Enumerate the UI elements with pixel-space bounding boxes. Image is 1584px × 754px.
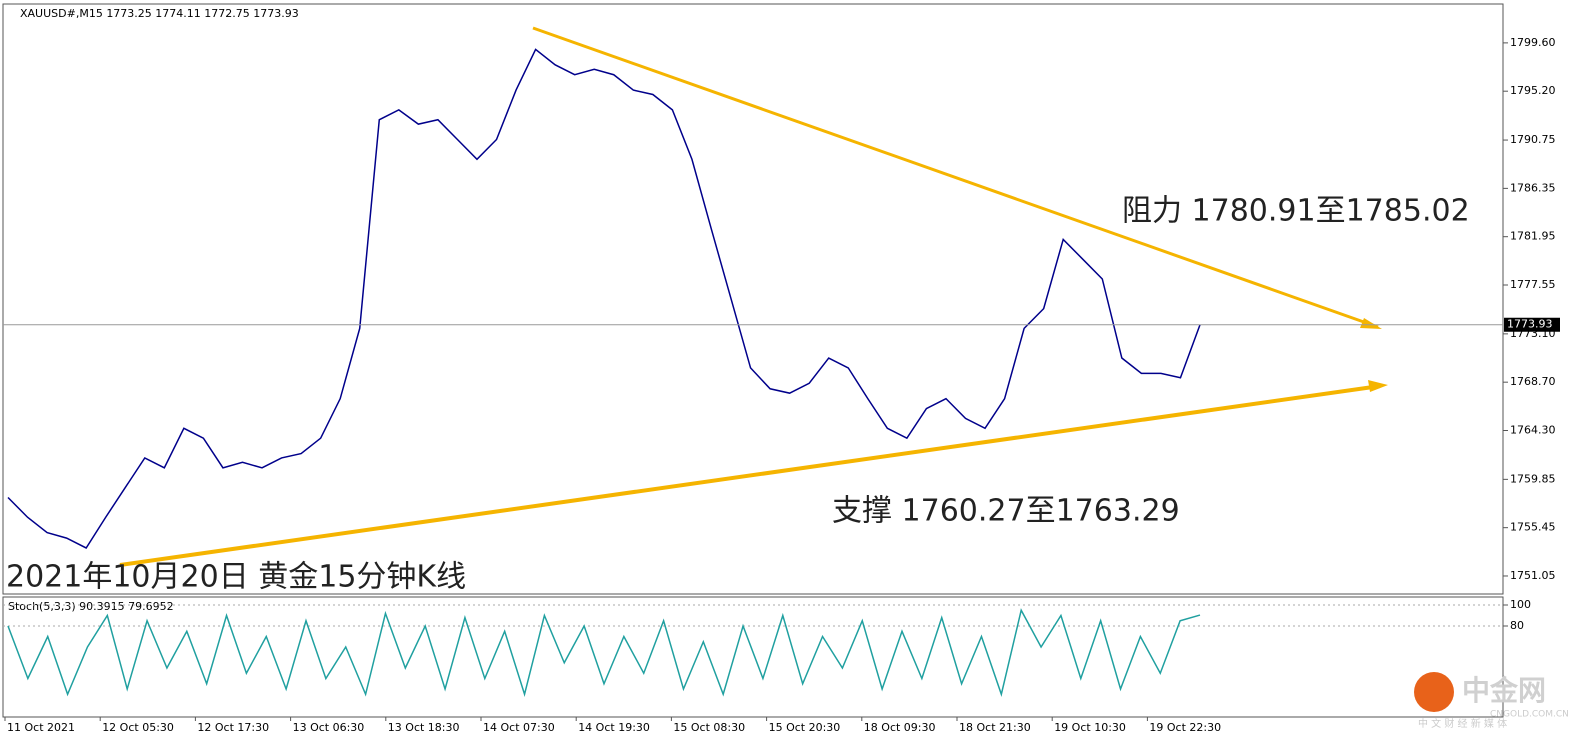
y-tick-label: 1751.05: [1510, 569, 1556, 582]
resistance-label: 阻力 1780.91至1785.02: [1122, 194, 1470, 229]
main-pane: [2, 3, 1504, 595]
resistance-line: [532, 26, 1379, 329]
caption: 2021年10月20日 黄金15分钟K线: [6, 560, 466, 595]
x-tick-label: 12 Oct 17:30: [197, 721, 269, 734]
y-tick-label: 1755.45: [1510, 521, 1556, 534]
x-tick-label: 15 Oct 20:30: [769, 721, 841, 734]
y-tick-label: 1790.75: [1510, 133, 1556, 146]
x-tick-label: 13 Oct 06:30: [293, 721, 365, 734]
y-tick-label: 1795.20: [1510, 84, 1556, 97]
arrow-head: [1360, 318, 1382, 329]
y-tick-label: 1781.95: [1510, 230, 1556, 243]
x-tick-label: 15 Oct 08:30: [673, 721, 745, 734]
price-line: [7, 608, 1201, 697]
x-tick-label: 12 Oct 05:30: [102, 721, 174, 734]
x-tick-label: 11 Oct 2021: [7, 721, 75, 734]
watermark-site: CNGOLD.COM.CN: [1490, 710, 1569, 720]
x-tick-label: 19 Oct 22:30: [1149, 721, 1221, 734]
support-label: 支撑 1760.27至1763.29: [832, 494, 1180, 529]
chart-title: XAUUSD#,M15 1773.25 1774.11 1772.75 1773…: [20, 7, 299, 20]
y-tick-label: 1799.60: [1510, 36, 1556, 49]
watermark-brand: 中金网: [1462, 674, 1546, 707]
arrow-head: [1368, 380, 1388, 392]
x-tick-label: 14 Oct 19:30: [578, 721, 650, 734]
x-tick-label: 18 Oct 09:30: [864, 721, 936, 734]
support-line: [119, 384, 1381, 567]
x-tick-label: 19 Oct 10:30: [1054, 721, 1126, 734]
x-tick-label: 13 Oct 18:30: [388, 721, 460, 734]
y-tick-label: 1786.35: [1510, 181, 1556, 194]
stoch-pane: [2, 596, 1504, 718]
watermark-slogan: 中 文 财 经 新 媒 体: [1418, 717, 1507, 730]
price-line: [7, 48, 1201, 549]
y-tick-label: 80: [1510, 619, 1524, 632]
x-tick-label: 18 Oct 21:30: [959, 721, 1031, 734]
last-price-label: 1773.93: [1507, 318, 1553, 331]
y-tick-label: 1759.85: [1510, 472, 1556, 485]
last-price-box: [1504, 317, 1560, 332]
y-tick-label: 1777.55: [1510, 278, 1556, 291]
x-tick-label: 14 Oct 07:30: [483, 721, 555, 734]
logo: [1414, 672, 1454, 712]
y-tick-label: 100: [1510, 598, 1531, 611]
y-tick-label: 1764.30: [1510, 423, 1556, 436]
y-tick-label: 1768.70: [1510, 375, 1556, 388]
stoch-title: Stoch(5,3,3) 90.3915 79.6952: [8, 600, 174, 613]
